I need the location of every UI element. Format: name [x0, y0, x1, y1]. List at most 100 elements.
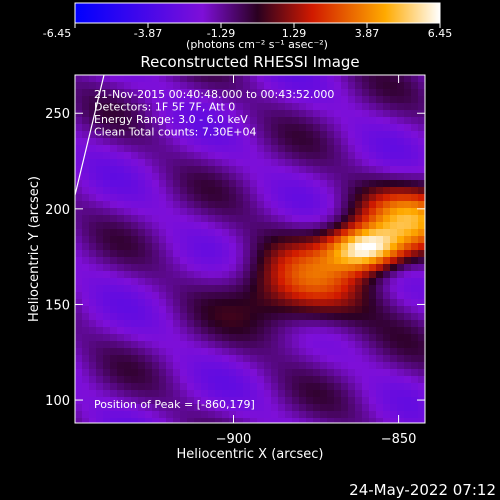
heatmap-cell: [117, 208, 125, 216]
heatmap-cell: [313, 201, 321, 209]
heatmap-cell: [376, 390, 384, 398]
heatmap-cell: [355, 243, 363, 251]
heatmap-cell: [194, 82, 202, 90]
heatmap-cell: [236, 166, 244, 174]
heatmap-cell: [138, 236, 146, 244]
heatmap-cell: [201, 264, 209, 272]
heatmap-cell: [229, 96, 237, 104]
heatmap-cell: [383, 131, 391, 139]
heatmap-cell: [243, 369, 251, 377]
heatmap-cell: [103, 187, 111, 195]
heatmap-cell: [82, 327, 90, 335]
heatmap-cell: [117, 397, 125, 405]
heatmap-cell: [89, 376, 97, 384]
heatmap-cell: [369, 264, 377, 272]
heatmap-cell: [96, 124, 104, 132]
heatmap-cell: [152, 152, 160, 160]
heatmap-cell: [110, 390, 118, 398]
heatmap-cell: [397, 166, 405, 174]
heatmap-cell: [250, 376, 258, 384]
heatmap-cell: [201, 166, 209, 174]
heatmap-cell: [152, 131, 160, 139]
heatmap-cell: [278, 327, 286, 335]
heatmap-cell: [369, 194, 377, 202]
heatmap-cell: [159, 208, 167, 216]
heatmap-cell: [110, 320, 118, 328]
heatmap-cell: [264, 313, 272, 321]
heatmap-cell: [278, 131, 286, 139]
heatmap-cell: [124, 180, 132, 188]
heatmap-cell: [404, 152, 412, 160]
heatmap-cell: [173, 320, 181, 328]
heatmap-cell: [243, 145, 251, 153]
heatmap-cell: [131, 96, 139, 104]
heatmap-cell: [264, 75, 272, 83]
heatmap-cell: [166, 292, 174, 300]
heatmap-cell: [180, 243, 188, 251]
heatmap-cell: [362, 131, 370, 139]
heatmap-cell: [383, 201, 391, 209]
heatmap-cell: [110, 180, 118, 188]
heatmap-cell: [348, 89, 356, 97]
heatmap-cell: [110, 411, 118, 419]
heatmap-cell: [96, 159, 104, 167]
heatmap-cell: [159, 390, 167, 398]
heatmap-cell: [89, 271, 97, 279]
heatmap-cell: [348, 418, 356, 423]
heatmap-cell: [320, 208, 328, 216]
heatmap-cell: [411, 236, 419, 244]
heatmap-cell: [327, 411, 335, 419]
heatmap-cell: [334, 138, 342, 146]
heatmap-cell: [82, 131, 90, 139]
heatmap-cell: [390, 145, 398, 153]
heatmap-cell: [355, 166, 363, 174]
heatmap-cell: [327, 215, 335, 223]
heatmap-cell: [306, 306, 314, 314]
heatmap-cell: [187, 173, 195, 181]
heatmap-cell: [243, 285, 251, 293]
heatmap-cell: [229, 320, 237, 328]
heatmap-cell: [138, 313, 146, 321]
heatmap-cell: [264, 390, 272, 398]
heatmap-cell: [320, 166, 328, 174]
heatmap-cell: [397, 194, 405, 202]
heatmap-cell: [411, 159, 419, 167]
heatmap-cell: [159, 306, 167, 314]
heatmap-cell: [397, 145, 405, 153]
heatmap-cell: [187, 187, 195, 195]
heatmap-cell: [215, 243, 223, 251]
heatmap-cell: [110, 117, 118, 125]
heatmap-cell: [376, 362, 384, 370]
heatmap-cell: [222, 96, 230, 104]
heatmap-cell: [138, 271, 146, 279]
heatmap-cell: [117, 75, 125, 83]
heatmap-cell: [110, 383, 118, 391]
heatmap-cell: [180, 96, 188, 104]
heatmap-cell: [145, 117, 153, 125]
heatmap-cell: [222, 292, 230, 300]
heatmap-cell: [96, 257, 104, 265]
heatmap-cell: [180, 201, 188, 209]
heatmap-cell: [264, 243, 272, 251]
heatmap-cell: [299, 96, 307, 104]
heatmap-cell: [82, 334, 90, 342]
heatmap-cell: [257, 376, 265, 384]
heatmap-cell: [390, 96, 398, 104]
heatmap-cell: [292, 159, 300, 167]
heatmap-cell: [236, 369, 244, 377]
heatmap-cell: [201, 215, 209, 223]
heatmap-cell: [334, 110, 342, 118]
heatmap-cell: [96, 313, 104, 321]
heatmap-cell: [264, 376, 272, 384]
heatmap-cell: [82, 159, 90, 167]
heatmap-cell: [397, 257, 405, 265]
heatmap-cell: [166, 369, 174, 377]
heatmap-cell: [173, 418, 181, 423]
heatmap-cell: [117, 271, 125, 279]
heatmap-cell: [236, 292, 244, 300]
heatmap-cell: [397, 411, 405, 419]
heatmap-cell: [75, 411, 83, 419]
heatmap-cell: [173, 348, 181, 356]
heatmap-cell: [271, 355, 279, 363]
heatmap-cell: [292, 201, 300, 209]
